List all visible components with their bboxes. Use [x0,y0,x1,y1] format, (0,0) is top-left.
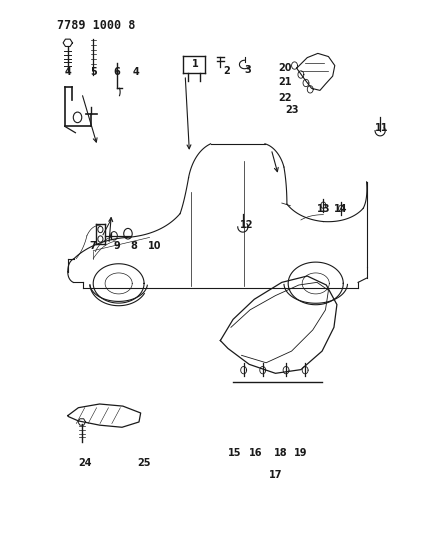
Text: 18: 18 [274,448,288,458]
Text: 17: 17 [269,471,282,480]
Text: 8: 8 [130,241,137,252]
Text: 7789 1000 8: 7789 1000 8 [57,19,136,32]
Text: 10: 10 [148,241,161,252]
Text: 19: 19 [294,448,308,458]
Text: 20: 20 [279,63,292,73]
Text: 14: 14 [334,204,348,214]
Text: 25: 25 [137,458,151,468]
Text: 24: 24 [78,458,92,468]
Text: 6: 6 [113,67,120,77]
Text: 3: 3 [244,65,251,75]
Text: 23: 23 [285,106,299,116]
Text: 7: 7 [90,241,97,252]
Text: 12: 12 [240,220,254,230]
Text: 13: 13 [317,204,330,214]
Text: 21: 21 [279,77,292,87]
Text: 11: 11 [374,123,388,133]
Text: 5: 5 [90,67,97,77]
Text: 2: 2 [223,66,230,76]
Text: 4: 4 [64,67,71,77]
Text: 4: 4 [132,67,139,77]
Text: 16: 16 [249,448,262,458]
Text: 9: 9 [113,241,120,252]
Text: 15: 15 [228,448,241,458]
Text: 1: 1 [192,60,198,69]
Text: 22: 22 [279,93,292,103]
